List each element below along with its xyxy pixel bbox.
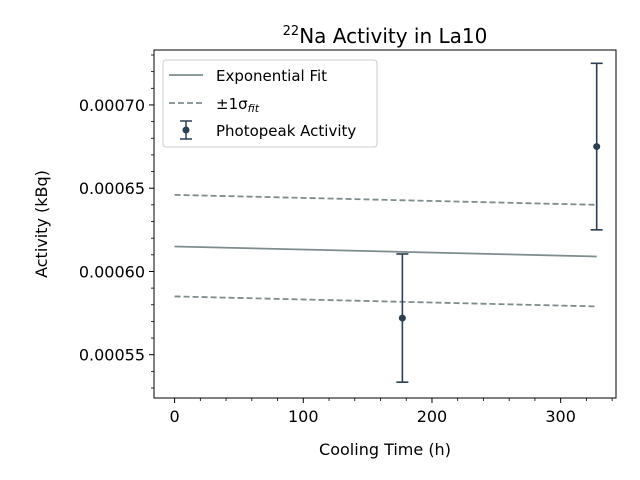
y-tick-label: 0.00070 [79,96,145,115]
x-tick-label: 100 [288,407,319,426]
legend-sigma-label: ±1σfit [216,95,260,115]
x-tick-label: 200 [417,407,448,426]
x-tick-label: 300 [545,407,576,426]
y-tick-label: 0.00060 [79,262,145,281]
sigma-band-line [174,193,597,206]
y-axis-label: Activity (kBq) [32,170,51,278]
series-layer [174,62,603,383]
legend-sigma-sub: fit [248,102,260,115]
x-axis-label: Cooling Time (h) [319,440,451,459]
legend-fit-label: Exponential Fit [216,67,327,85]
title-main: Na Activity in La10 [299,24,487,48]
legend: Exponential Fit ±1σfit Photopeak Activit… [162,59,378,148]
title-superscript: 22 [283,24,300,39]
y-tick-label: 0.00055 [79,346,145,365]
ticks-layer: 0 100 200 300 0.00055 0.00060 0.00065 0.00070 [79,54,613,426]
data-point [398,314,406,322]
y-tick-label: 0.00065 [79,179,145,198]
legend-data-swatch-marker [182,126,190,134]
legend-sigma-prefix: ±1σ [216,95,248,113]
legend-box [162,59,378,148]
fit-line [174,245,597,258]
plot-frame [153,49,617,399]
x-tick-label: 0 [169,407,179,426]
sigma-band-line [174,295,597,308]
legend-data-label: Photopeak Activity [216,122,356,140]
chart-title: 22Na Activity in La10 [283,24,488,48]
data-point [593,143,601,151]
